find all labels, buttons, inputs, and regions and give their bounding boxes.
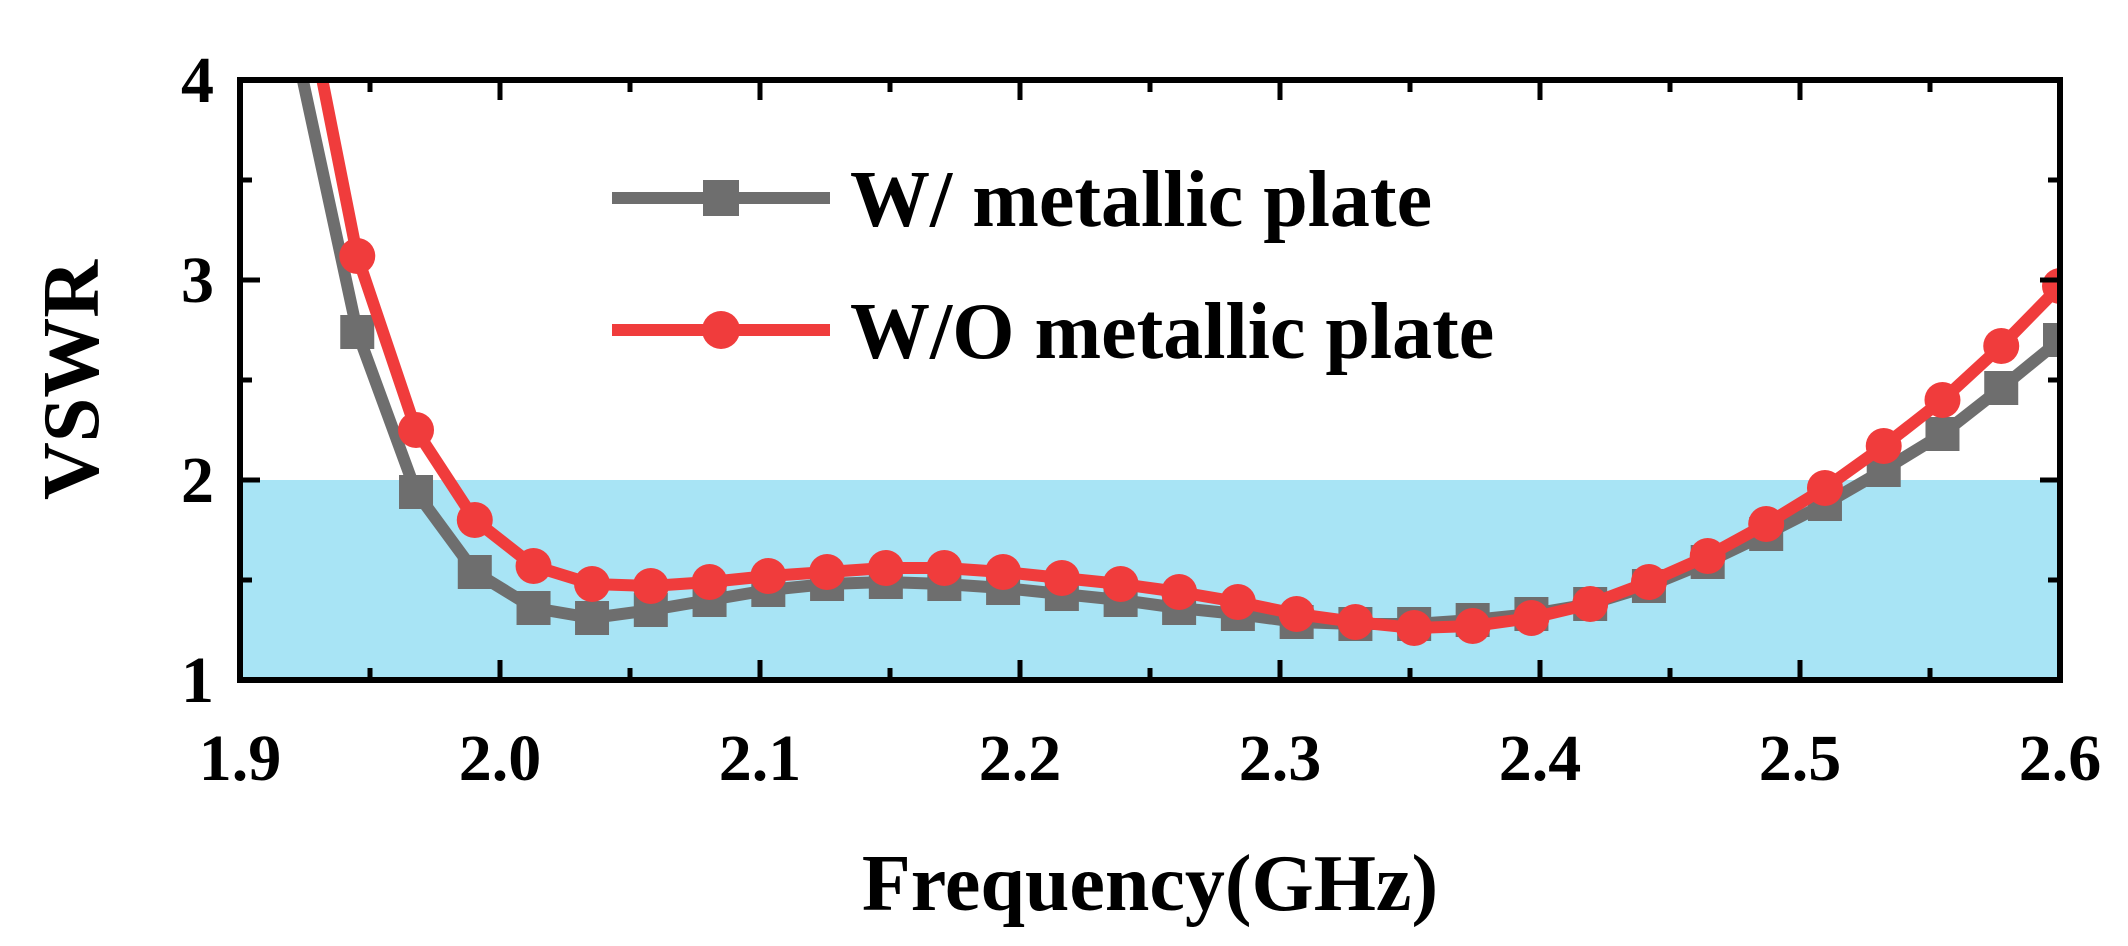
data-point-1-4 <box>456 502 493 538</box>
data-point-1-29 <box>1924 382 1961 418</box>
data-point-1-8 <box>691 564 728 600</box>
data-point-1-2 <box>339 238 376 274</box>
data-point-1-11 <box>867 550 904 586</box>
legend: W/ metallic plate W/O metallic plate <box>612 156 1494 376</box>
data-point-0-6 <box>575 601 610 635</box>
x-tick-label: 2.5 <box>1759 722 1842 795</box>
data-point-1-10 <box>809 554 846 590</box>
data-point-1-13 <box>985 554 1022 590</box>
data-point-1-24 <box>1630 564 1667 600</box>
data-point-1-15 <box>1102 566 1139 602</box>
y-tick-label: 4 <box>181 44 214 117</box>
data-point-1-28 <box>1865 428 1902 464</box>
x-tick-label: 2.2 <box>979 722 1062 795</box>
data-point-0-2 <box>340 315 375 349</box>
data-point-1-18 <box>1278 596 1315 632</box>
data-point-1-30 <box>1983 328 2020 364</box>
data-point-1-17 <box>1219 584 1256 620</box>
data-point-0-29 <box>1925 417 1960 451</box>
data-point-0-30 <box>1984 371 2019 405</box>
data-point-1-19 <box>1337 604 1374 640</box>
data-point-0-31 <box>2043 323 2060 357</box>
data-point-1-3 <box>398 412 435 448</box>
data-point-1-22 <box>1513 600 1550 636</box>
data-point-1-9 <box>750 558 787 594</box>
data-point-0-5 <box>516 591 551 625</box>
data-point-1-20 <box>1396 610 1433 646</box>
data-point-1-16 <box>1161 574 1198 610</box>
y-tick-label: 3 <box>181 244 214 317</box>
legend-label-wo-metallic-plate: W/O metallic plate <box>850 288 1494 376</box>
data-point-1-27 <box>1806 470 1843 506</box>
legend-marker-w-metallic-plate <box>703 180 739 216</box>
data-point-0-4 <box>457 555 492 589</box>
legend-label-w-metallic-plate: W/ metallic plate <box>850 156 1432 244</box>
data-point-1-23 <box>1572 586 1609 622</box>
data-point-1-31 <box>2042 268 2060 304</box>
x-tick-label: 2.4 <box>1499 722 1582 795</box>
y-tick-label: 1 <box>181 644 214 717</box>
y-axis-title: VSWR <box>28 259 116 500</box>
data-point-1-7 <box>632 568 669 604</box>
data-point-1-25 <box>1689 538 1726 574</box>
data-point-1-21 <box>1454 608 1491 644</box>
y-tick-label: 2 <box>181 444 214 517</box>
x-axis-title: Frequency(GHz) <box>862 840 1438 928</box>
x-tick-label: 2.6 <box>2019 722 2102 795</box>
data-point-1-6 <box>574 566 611 602</box>
legend-marker-wo-metallic-plate <box>702 311 740 349</box>
x-tick-label: 1.9 <box>199 722 282 795</box>
x-tick-label: 2.1 <box>719 722 802 795</box>
data-point-1-12 <box>926 550 963 586</box>
data-point-1-14 <box>1043 560 1080 596</box>
data-point-1-26 <box>1748 506 1785 542</box>
data-point-1-5 <box>515 548 552 584</box>
data-point-0-3 <box>399 475 434 509</box>
x-tick-label: 2.0 <box>459 722 542 795</box>
x-tick-label: 2.3 <box>1239 722 1322 795</box>
